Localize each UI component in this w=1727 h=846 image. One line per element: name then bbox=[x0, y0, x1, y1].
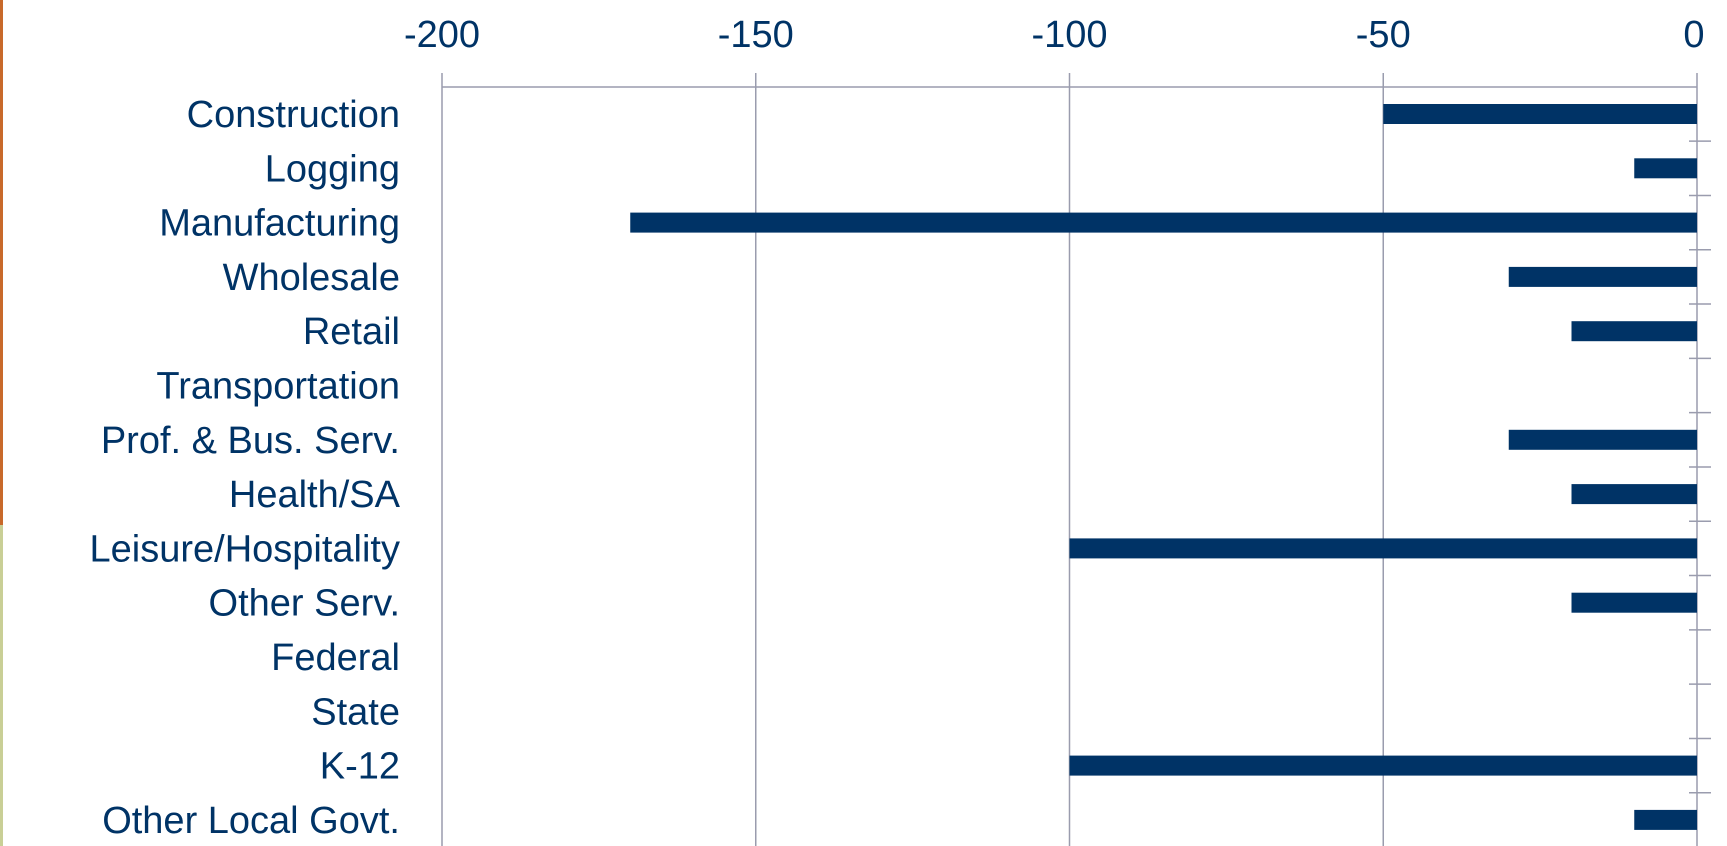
bar bbox=[1571, 592, 1697, 613]
bar bbox=[1383, 104, 1697, 124]
x-tick-label: -150 bbox=[718, 14, 794, 56]
category-label: Health/SA bbox=[229, 474, 401, 516]
x-tick-label: -200 bbox=[404, 14, 480, 56]
category-label: Leisure/Hospitality bbox=[90, 528, 400, 570]
bar bbox=[1508, 266, 1697, 287]
category-label: Federal bbox=[271, 637, 400, 679]
bar bbox=[1069, 538, 1697, 559]
category-label: Retail bbox=[303, 311, 400, 353]
bar bbox=[1634, 158, 1697, 179]
x-tick-label: 0 bbox=[1683, 14, 1704, 56]
x-tick-label: -50 bbox=[1356, 14, 1411, 56]
bar bbox=[1634, 809, 1697, 830]
category-label: Wholesale bbox=[223, 257, 400, 299]
bars bbox=[630, 104, 1697, 830]
bar bbox=[1571, 321, 1697, 342]
category-label: Prof. & Bus. Serv. bbox=[101, 420, 400, 462]
left-accent-strip-bottom bbox=[0, 525, 3, 846]
category-label: Manufacturing bbox=[159, 203, 400, 245]
bar bbox=[1508, 429, 1697, 450]
bar bbox=[630, 212, 1697, 233]
gridlines bbox=[441, 73, 1711, 846]
category-label: State bbox=[311, 691, 400, 733]
category-label: Other Serv. bbox=[209, 583, 400, 625]
x-tick-label: -100 bbox=[1031, 14, 1107, 56]
bar bbox=[1571, 484, 1697, 505]
category-label: Logging bbox=[265, 148, 400, 190]
category-labels: Construction Logging Manufacturing Wholesal… bbox=[90, 94, 401, 842]
x-axis-ticks: -200 -150 -100 -50 0 bbox=[404, 14, 1705, 56]
category-label: Transportation bbox=[156, 366, 400, 408]
left-accent-strip-top bbox=[0, 0, 3, 525]
category-label: Construction bbox=[187, 94, 400, 136]
category-label: K-12 bbox=[320, 746, 400, 788]
bar bbox=[1069, 755, 1697, 776]
category-label: Other Local Govt. bbox=[102, 800, 400, 842]
